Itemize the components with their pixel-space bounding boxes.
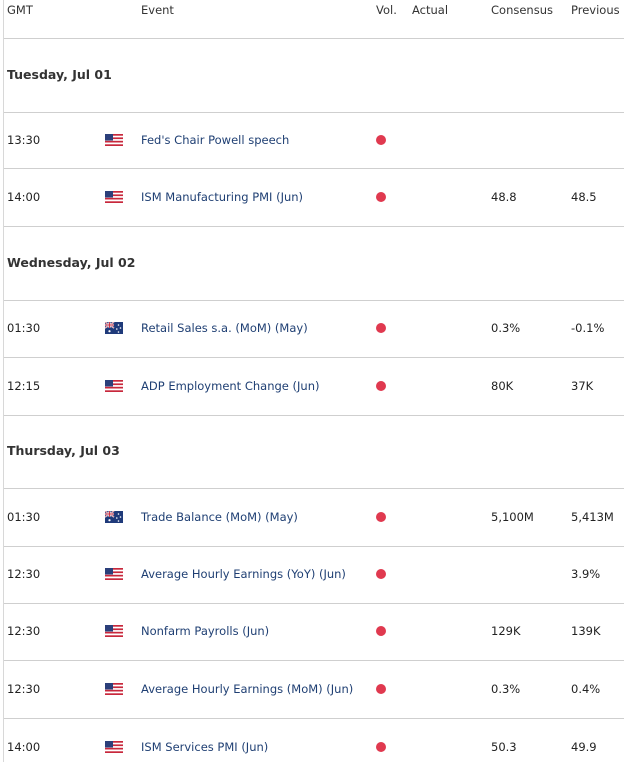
day-label: Tuesday, Jul 01 bbox=[7, 67, 112, 82]
flag bbox=[105, 511, 123, 523]
previous: 48.5 bbox=[571, 190, 597, 204]
divider bbox=[4, 357, 624, 358]
previous: 3.9% bbox=[571, 567, 601, 581]
border bbox=[3, 0, 4, 762]
volatility-dot bbox=[376, 684, 386, 694]
divider bbox=[4, 603, 624, 604]
time: 12:30 bbox=[7, 567, 41, 581]
event[interactable]: ISM Services PMI (Jun) bbox=[141, 740, 269, 754]
consensus: 5,100M bbox=[491, 510, 534, 524]
divider bbox=[4, 660, 624, 661]
previous: 0.4% bbox=[571, 682, 601, 696]
consensus: 0.3% bbox=[491, 682, 521, 696]
event[interactable]: ISM Manufacturing PMI (Jun) bbox=[141, 190, 304, 204]
previous: 37K bbox=[571, 379, 594, 393]
time: 12:30 bbox=[7, 624, 41, 638]
time: 12:30 bbox=[7, 682, 41, 696]
volatility-dot bbox=[376, 135, 386, 145]
header-cell: Vol. bbox=[376, 3, 397, 17]
time: 01:30 bbox=[7, 510, 41, 524]
previous: -0.1% bbox=[571, 321, 605, 335]
time: 14:00 bbox=[7, 740, 41, 754]
divider bbox=[4, 226, 624, 227]
divider bbox=[4, 415, 624, 416]
header-cell: Consensus bbox=[491, 3, 553, 17]
divider bbox=[4, 112, 624, 113]
volatility-dot bbox=[376, 742, 386, 752]
consensus: 0.3% bbox=[491, 321, 521, 335]
volatility-dot bbox=[376, 192, 386, 202]
event[interactable]: Fed's Chair Powell speech bbox=[141, 133, 290, 147]
flag bbox=[105, 625, 123, 637]
event[interactable]: Trade Balance (MoM) (May) bbox=[141, 510, 298, 524]
volatility-dot bbox=[376, 323, 386, 333]
flag bbox=[105, 191, 123, 203]
header-cell: Event bbox=[141, 3, 174, 17]
previous: 139K bbox=[571, 624, 601, 638]
day-label: Thursday, Jul 03 bbox=[7, 443, 120, 458]
consensus: 50.3 bbox=[491, 740, 517, 754]
event[interactable]: Average Hourly Earnings (MoM) (Jun) bbox=[141, 682, 354, 696]
divider bbox=[4, 488, 624, 489]
divider bbox=[4, 38, 624, 39]
event[interactable]: Average Hourly Earnings (YoY) (Jun) bbox=[141, 567, 346, 581]
consensus: 129K bbox=[491, 624, 521, 638]
divider bbox=[4, 300, 624, 301]
divider bbox=[4, 168, 624, 169]
consensus: 80K bbox=[491, 379, 514, 393]
header-cell: Actual bbox=[412, 3, 449, 17]
time: 01:30 bbox=[7, 321, 41, 335]
event[interactable]: ADP Employment Change (Jun) bbox=[141, 379, 320, 393]
divider bbox=[4, 718, 624, 719]
previous: 5,413M bbox=[571, 510, 614, 524]
time: 12:15 bbox=[7, 379, 41, 393]
time: 14:00 bbox=[7, 190, 41, 204]
consensus: 48.8 bbox=[491, 190, 517, 204]
time: 13:30 bbox=[7, 133, 41, 147]
day-label: Wednesday, Jul 02 bbox=[7, 255, 136, 270]
header-cell: Previous bbox=[571, 3, 620, 17]
header-cell: GMT bbox=[7, 3, 33, 17]
flag bbox=[105, 380, 123, 392]
volatility-dot bbox=[376, 381, 386, 391]
flag bbox=[105, 741, 123, 753]
volatility-dot bbox=[376, 569, 386, 579]
flag bbox=[105, 568, 123, 580]
flag bbox=[105, 683, 123, 695]
divider bbox=[4, 546, 624, 547]
flag bbox=[105, 322, 123, 334]
event[interactable]: Nonfarm Payrolls (Jun) bbox=[141, 624, 270, 638]
flag bbox=[105, 134, 123, 146]
volatility-dot bbox=[376, 626, 386, 636]
volatility-dot bbox=[376, 512, 386, 522]
previous: 49.9 bbox=[571, 740, 597, 754]
event[interactable]: Retail Sales s.a. (MoM) (May) bbox=[141, 321, 308, 335]
